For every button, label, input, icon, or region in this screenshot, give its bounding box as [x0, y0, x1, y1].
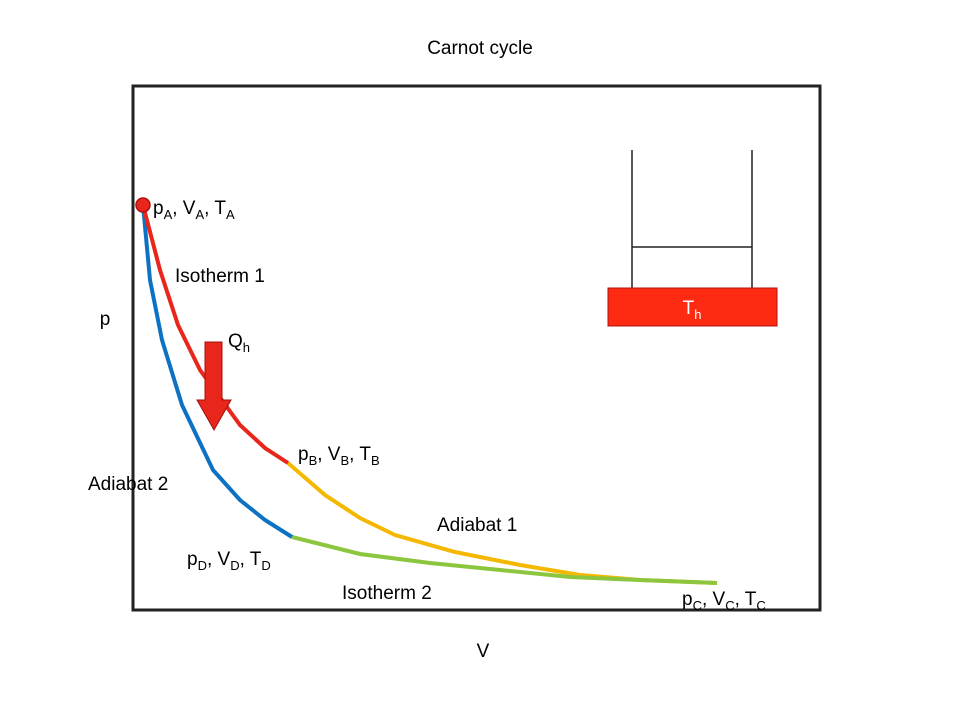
label-text: , V: [702, 589, 726, 610]
adiabat-2-curve: [141, 204, 294, 539]
isotherm-1-curve: [141, 204, 290, 465]
label-text: p: [153, 198, 164, 219]
label-text: p: [682, 589, 693, 610]
x-axis-label: V: [477, 641, 490, 662]
subscript: A: [226, 207, 235, 222]
label-text: , V: [207, 549, 231, 570]
curve-label: Adiabat 2: [88, 474, 168, 495]
subscript: B: [340, 453, 349, 468]
subscript: D: [198, 558, 207, 573]
label-text: p: [187, 549, 198, 570]
title: Carnot cycle: [427, 38, 533, 59]
state-marker: [135, 197, 151, 213]
label-text: , T: [735, 589, 757, 610]
subscript: h: [243, 340, 250, 355]
subscript: A: [195, 207, 204, 222]
subscript: C: [725, 598, 734, 613]
subscript: B: [309, 453, 318, 468]
state-label: pC, VC, TC: [682, 589, 766, 613]
curve-label: Isotherm 1: [175, 266, 265, 287]
label-text: p: [298, 444, 309, 465]
subscript: C: [756, 598, 765, 613]
label-text: , T: [240, 549, 262, 570]
subscript: B: [371, 453, 380, 468]
subscript: D: [261, 558, 270, 573]
label-text: , V: [172, 198, 196, 219]
heat-arrow: [196, 341, 232, 432]
label-text: T: [683, 298, 695, 319]
label-text: , T: [204, 198, 226, 219]
subscript: h: [694, 307, 701, 322]
reservoir-label: Th: [683, 298, 702, 322]
label-text: Q: [228, 331, 243, 352]
plot-frame: [131, 84, 822, 612]
heat-label: Qh: [228, 331, 250, 355]
label-text: , V: [317, 444, 341, 465]
y-axis-label: p: [100, 309, 111, 330]
state-label: pB, VB, TB: [298, 444, 380, 468]
subscript: C: [693, 598, 702, 613]
subscript: D: [230, 558, 239, 573]
isotherm-2-curve: [291, 535, 718, 585]
label-text: , T: [349, 444, 371, 465]
hot-reservoir: [607, 287, 778, 327]
state-label: pD, VD, TD: [187, 549, 271, 573]
curve-label: Isotherm 2: [342, 583, 432, 604]
subscript: A: [164, 207, 173, 222]
state-label: pA, VA, TA: [153, 198, 235, 222]
curve-label: Adiabat 1: [437, 515, 517, 536]
